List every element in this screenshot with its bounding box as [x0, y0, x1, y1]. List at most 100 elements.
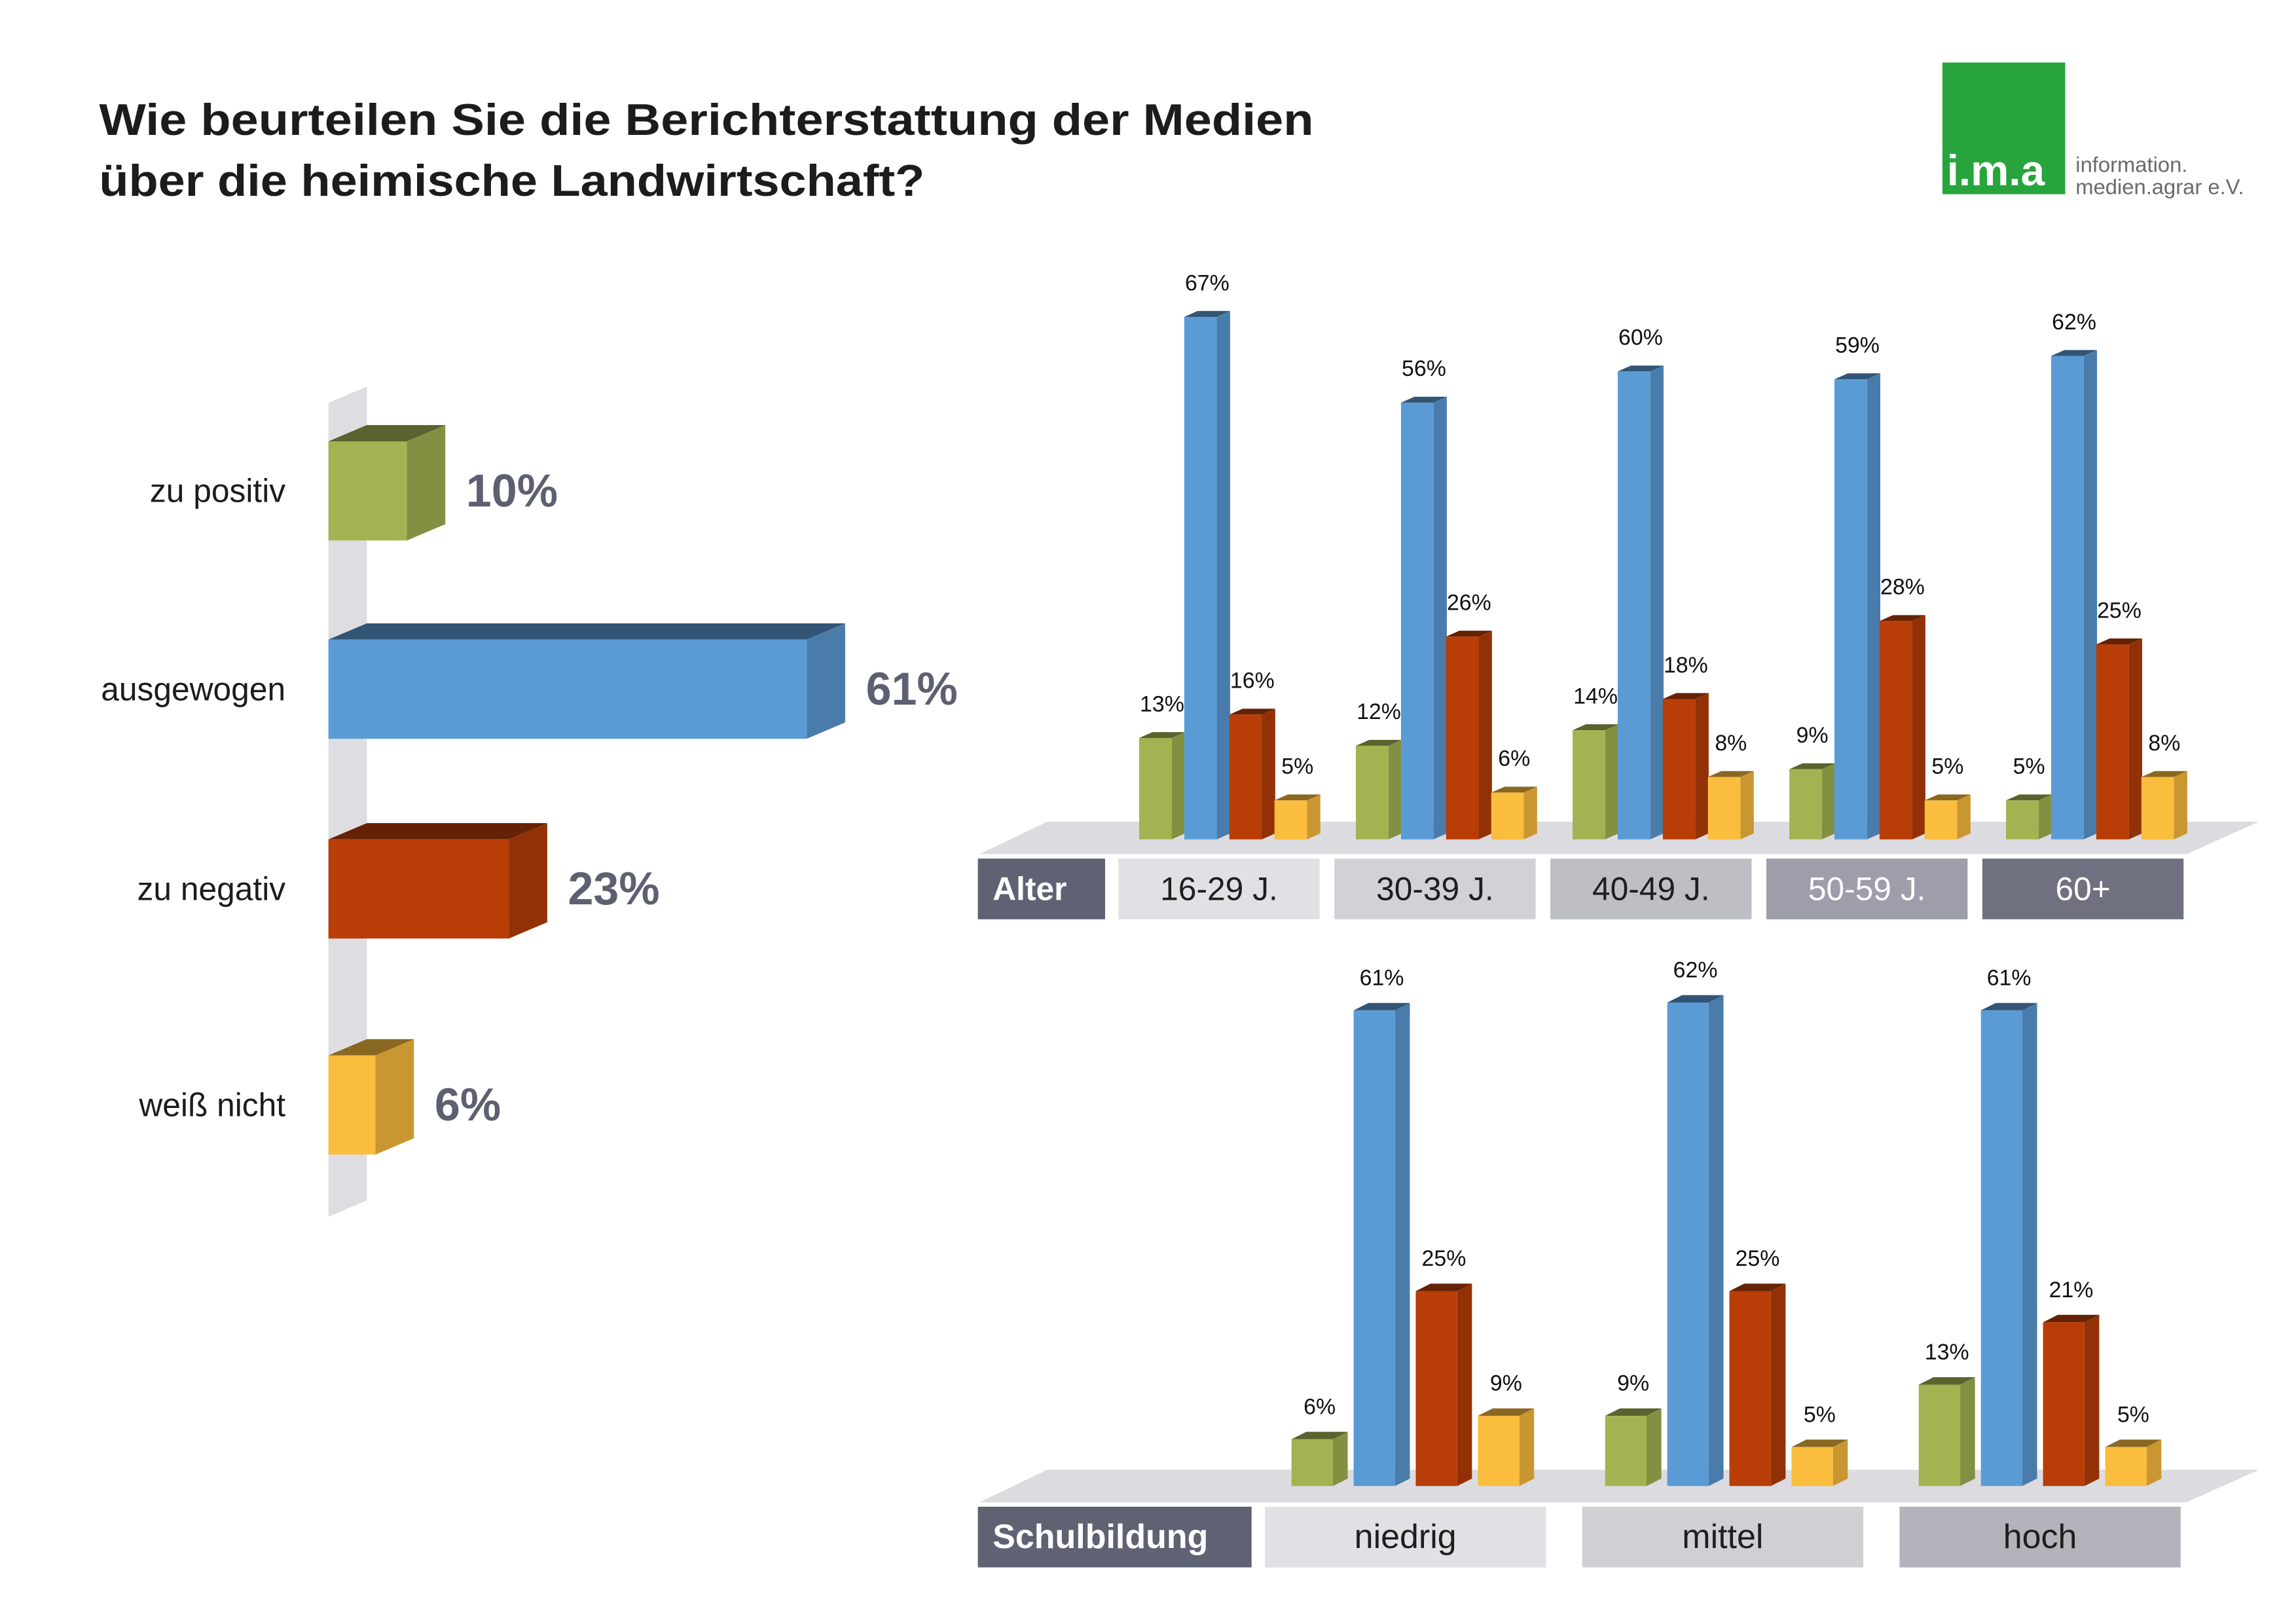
data-label-unit: %: [1510, 747, 1530, 771]
bar: [2043, 1314, 2100, 1486]
data-label-value: 61: [1360, 965, 1385, 990]
bar-top-face: [1879, 615, 1925, 621]
data-label: 25%: [2097, 598, 2141, 623]
bar-top-face: [1980, 1003, 2037, 1010]
bar: [1662, 693, 1709, 840]
bar-side-face: [509, 822, 547, 939]
category-tab: 60+: [1982, 858, 2184, 919]
bar-front-face: [1400, 402, 1434, 840]
bar-top-face: [1924, 794, 1971, 801]
data-label-value: 12: [1357, 699, 1381, 724]
bar: [1291, 1431, 1348, 1486]
data-label-value: 5: [2013, 754, 2026, 779]
data-label-unit: %: [2122, 598, 2141, 623]
bar-top-face: [1478, 1408, 1535, 1416]
bar-side-face: [407, 425, 446, 541]
education-chart: 6%61%25%9% 9%62%25%5%13%61%21%5%Schulbild…: [977, 958, 2259, 1568]
data-label: 14%: [1573, 684, 1618, 709]
data-label-unit: %: [1808, 723, 1828, 748]
bar-front-face: [2006, 800, 2039, 840]
bar-side-face: [375, 1039, 414, 1155]
bar-top-face: [1139, 731, 1185, 738]
logo-mark: i.m.a: [1947, 147, 2045, 194]
bar-front-face: [1274, 800, 1307, 840]
bar-side-face: [1650, 365, 1664, 840]
data-label-unit: %: [1316, 1394, 1336, 1419]
bar: [1400, 396, 1447, 840]
bar-front-face: [1707, 777, 1741, 840]
category-label: zu negativ: [137, 870, 286, 907]
data-label-value: 9: [1617, 1371, 1630, 1396]
data-label-value: 9: [1490, 1371, 1503, 1396]
group-label-background: [977, 1506, 1252, 1568]
bar-top-face: [1184, 310, 1230, 317]
data-label-value: 60: [1618, 325, 1643, 350]
data-label: 18%: [1664, 653, 1708, 678]
bar-side-face: [1605, 724, 1619, 840]
bar-side-face: [1307, 794, 1321, 840]
category-tab-background: [1265, 1506, 1546, 1568]
bar: [2141, 771, 2187, 840]
data-label-value: 5: [2117, 1402, 2130, 1427]
data-label: 5%: [2117, 1402, 2149, 1427]
data-label-unit: %: [1760, 1246, 1779, 1271]
category-tab-background: [1550, 858, 1752, 919]
data-label-value: 5: [1281, 754, 1294, 779]
bar-front-face: [328, 1055, 376, 1155]
bar-top-face: [328, 623, 845, 640]
value-label-unit: %: [917, 663, 957, 714]
bar-side-face: [2128, 638, 2142, 840]
bar-side-face: [2038, 794, 2052, 840]
bar-front-face: [1184, 316, 1217, 840]
bar-side-face: [2083, 350, 2098, 840]
bar-top-face: [1229, 709, 1275, 715]
data-label: 9%: [1490, 1371, 1522, 1396]
bar-front-face: [2096, 644, 2129, 840]
bar-front-face: [1353, 1010, 1395, 1486]
bar-front-face: [1667, 1002, 1709, 1486]
bar: [328, 1039, 414, 1155]
data-label-unit: %: [1255, 669, 1275, 693]
bar-top-face: [1274, 794, 1321, 801]
category-label: ausgewogen: [101, 671, 285, 707]
bar-side-face: [2174, 771, 2187, 840]
bar: [1573, 724, 1619, 840]
category-label: weiß nicht: [138, 1086, 285, 1123]
bar-front-face: [2105, 1447, 2147, 1486]
data-label-value: 25: [1422, 1246, 1447, 1271]
data-label: 56%: [1402, 356, 1446, 381]
data-label-unit: %: [1210, 270, 1230, 295]
data-label: 5%: [1281, 754, 1313, 779]
data-label-unit: %: [1294, 754, 1313, 779]
bar-front-face: [2051, 356, 2084, 840]
category-tab: hoch: [1899, 1506, 2181, 1568]
data-label: 9%: [1796, 723, 1829, 748]
value-label: 23%: [568, 863, 659, 914]
logo-box: [1942, 62, 2066, 194]
bar: [1353, 1003, 1410, 1486]
data-label-value: 25: [1736, 1246, 1760, 1271]
bar-side-face: [1960, 1377, 1975, 1486]
bar-top-face: [2105, 1439, 2162, 1447]
data-label: 60%: [1618, 325, 1663, 350]
logo-text-line-1: information.: [2075, 153, 2187, 177]
bar-top-face: [1617, 365, 1664, 372]
data-label: 13%: [1140, 692, 1184, 716]
data-label-value: 6: [1498, 747, 1510, 771]
value-label-unit: %: [619, 863, 659, 914]
bar: [1617, 365, 1664, 840]
data-label: 16%: [1230, 669, 1275, 693]
bar-top-face: [1667, 995, 1724, 1003]
data-label-unit: %: [2025, 754, 2045, 779]
data-label-value: 61: [1987, 965, 2012, 990]
bar: [328, 425, 446, 541]
logo-text-line-2: medien.agrar e.V.: [2075, 175, 2244, 199]
page-title: Wie beurteilen Sie die Berichterstattung…: [99, 96, 1313, 206]
bar-front-face: [1879, 621, 1912, 840]
bar-side-face: [2146, 1439, 2162, 1486]
data-label: 12%: [1357, 699, 1401, 724]
data-label-value: 14: [1573, 684, 1598, 709]
bar-top-face: [1491, 786, 1537, 793]
data-label: 8%: [1715, 731, 1747, 756]
